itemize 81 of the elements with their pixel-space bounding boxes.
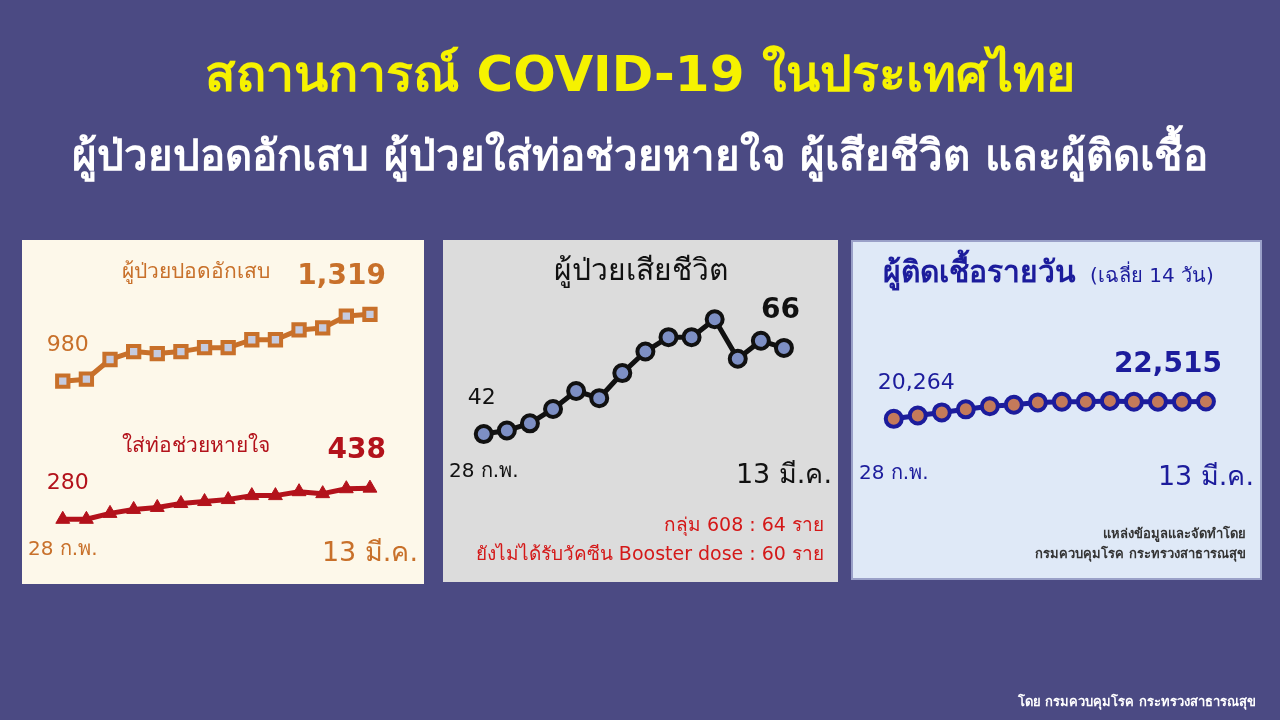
x-tick-label: 28 ก.พ. (449, 457, 519, 482)
point (635, 341, 656, 362)
point (1027, 392, 1048, 413)
point (1123, 391, 1144, 412)
point (362, 306, 378, 322)
x-tick-label: 13 มี.ค. (1157, 459, 1254, 491)
point (244, 487, 260, 501)
point (931, 402, 952, 423)
point (750, 330, 771, 351)
text: กรมควบคุมโรค กระทรวงสาธารณสุข (1035, 545, 1246, 564)
point (220, 339, 236, 356)
point (102, 504, 118, 518)
point (197, 493, 212, 507)
point (1195, 391, 1216, 412)
point (1051, 391, 1072, 412)
point (78, 510, 94, 524)
point (102, 351, 118, 368)
point (681, 327, 702, 348)
point (125, 343, 142, 360)
data-label: 980 (46, 331, 89, 357)
x-tick-label: 13 มี.ค. (321, 535, 418, 567)
point (315, 485, 331, 499)
text: ผู้ป่วยปอดอักเสบ ผู้ป่วยใส่ท่อช่วยหายใจ ผู้เสียชีวิต และผู้ติดเชื้อ (71, 126, 1209, 184)
point (55, 510, 71, 524)
point (1075, 391, 1096, 412)
point (1147, 391, 1168, 412)
x-tick-label: 13 มี.ค. (735, 457, 832, 489)
data-label: 42 (467, 384, 496, 410)
point (220, 491, 236, 505)
chart-title: ผู้ป่วยเสียชีวิต (553, 252, 728, 287)
text: ยังไม่ได้รับวัคซีน Booster dose : 60 ราย (475, 541, 824, 566)
point (126, 500, 142, 514)
data-label: 438 (327, 432, 386, 466)
point (883, 408, 904, 429)
point (612, 363, 633, 384)
point (173, 343, 189, 360)
point (907, 405, 928, 426)
point (704, 309, 725, 330)
point (338, 308, 354, 324)
series-label: ใส่ท่อช่วยหายใจ (122, 433, 271, 458)
text: กลุ่ม 608 : 64 ราย (663, 512, 824, 538)
point (149, 498, 165, 512)
point (1003, 394, 1024, 415)
text: แหล่งข้อมูลและจัดทำโดย (1102, 525, 1246, 544)
data-label: 1,319 (297, 258, 386, 292)
point (268, 487, 283, 501)
point (267, 332, 284, 348)
point (979, 396, 1000, 417)
x-tick-label: 28 ก.พ. (28, 535, 98, 560)
point (496, 420, 517, 441)
point (55, 373, 71, 389)
point (589, 388, 610, 409)
point (773, 337, 794, 358)
point (658, 327, 679, 348)
data-label: 280 (46, 469, 89, 495)
point (727, 348, 748, 369)
point (291, 322, 307, 338)
chart-subtitle: (เฉลี่ย 14 วัน) (1090, 263, 1214, 287)
point (315, 320, 331, 336)
data-label: 22,515 (1113, 345, 1222, 379)
point (519, 413, 540, 434)
point (78, 371, 95, 387)
point (955, 399, 976, 420)
point (196, 339, 213, 356)
text: โดย กรมควบคุมโรค กระทรวงสาธารณสุข (1017, 693, 1256, 712)
text: สถานการณ์ COVID-19 ในประเทศไทย (204, 44, 1076, 105)
point (566, 381, 587, 402)
text: ผู้ป่วยปอดอักเสบ (122, 259, 271, 285)
point (1099, 390, 1120, 411)
point (543, 398, 564, 419)
point (338, 480, 354, 494)
point (149, 345, 165, 362)
point (244, 332, 260, 348)
data-label: 66 (760, 291, 800, 325)
point (473, 424, 494, 445)
point (1171, 391, 1192, 412)
point (173, 495, 189, 509)
point (291, 483, 307, 497)
point (362, 479, 378, 493)
data-label: 20,264 (877, 368, 955, 394)
x-tick-label: 28 ก.พ. (859, 459, 929, 484)
